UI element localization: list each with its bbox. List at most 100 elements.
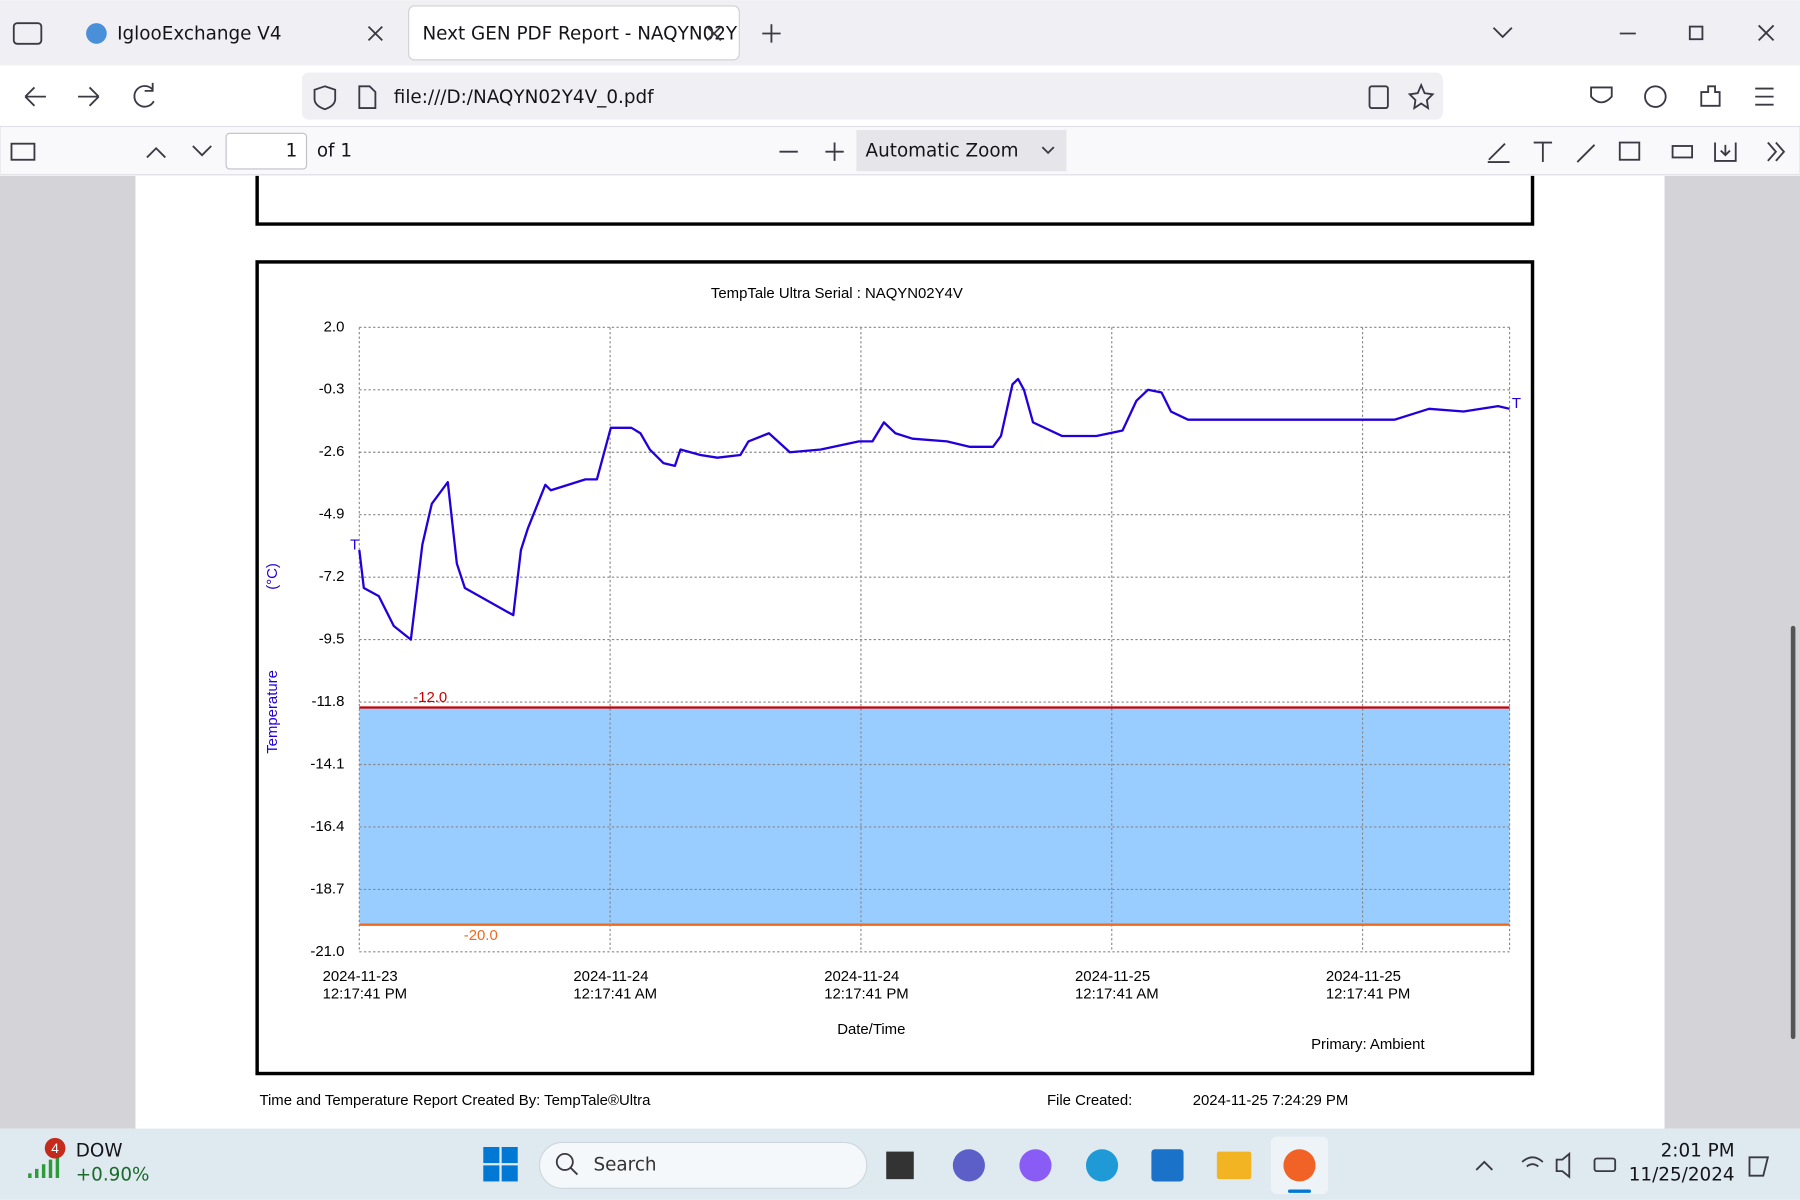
account[interactable] [1644, 85, 1667, 108]
clock-date[interactable]: 11/25/2024 [1629, 1165, 1735, 1186]
chart-title: TempTale Ultra Serial : NAQYN02Y4V [711, 285, 963, 302]
y-tick-label: -16.4 [310, 818, 344, 835]
page-input[interactable] [225, 132, 308, 170]
tab-bar [0, 0, 1800, 66]
start-button[interactable] [483, 1147, 518, 1182]
temperature-line [358, 377, 1510, 641]
chart-note: Primary: Ambient [1311, 1036, 1425, 1053]
tab-close[interactable] [706, 25, 722, 42]
y-tick-label: -4.9 [319, 506, 345, 523]
tray-expand[interactable] [1475, 1160, 1493, 1171]
y-tick-label: -14.1 [310, 755, 344, 772]
clock-time[interactable]: 2:01 PM [1661, 1141, 1735, 1162]
badge [44, 1137, 66, 1159]
y-axis-label: Temperature [264, 670, 281, 754]
shield[interactable] [313, 85, 337, 111]
y-axis-unit: (°C) [264, 563, 281, 590]
restore[interactable] [1688, 25, 1704, 41]
sidebar-toggle[interactable] [10, 142, 36, 161]
tab-list-icon[interactable] [12, 22, 43, 45]
tab-favicon [86, 23, 107, 44]
x-tick-label: 2024-11-25 [1075, 968, 1150, 985]
file-icon [358, 85, 377, 110]
scrollbar[interactable] [1790, 625, 1796, 1040]
tab-title[interactable]: IglooExchange V4 [117, 24, 281, 45]
x-tick-label: 2024-11-25 [1326, 968, 1401, 985]
tab-overflow[interactable] [1492, 27, 1513, 39]
zoom-select[interactable] [856, 129, 1067, 172]
y-tick-label: -9.5 [319, 631, 345, 648]
x-tick-label: 12:17:41 PM [824, 985, 909, 1002]
extensions[interactable] [1700, 85, 1721, 107]
search-box[interactable] [538, 1141, 868, 1189]
battery[interactable] [1593, 1157, 1617, 1173]
app-icon[interactable] [952, 1149, 985, 1182]
zoom-caret[interactable] [1041, 146, 1055, 155]
image-tool[interactable] [1618, 141, 1641, 161]
wifi[interactable] [1521, 1156, 1544, 1168]
search-icon [555, 1152, 574, 1171]
more-tools[interactable] [1767, 141, 1786, 162]
forward[interactable] [78, 86, 100, 107]
limit-label: -20.0 [464, 927, 498, 944]
app-icon[interactable] [1085, 1149, 1119, 1182]
new-tab[interactable] [762, 24, 781, 43]
firefox-icon [1283, 1149, 1316, 1182]
x-tick-label: 2024-11-24 [573, 968, 648, 985]
page-number[interactable]: 1 [286, 141, 298, 162]
chart-frame [255, 260, 1535, 1076]
x-tick-label: 2024-11-23 [323, 968, 398, 985]
start-pane [483, 1147, 500, 1164]
search-placeholder[interactable]: Search [593, 1154, 656, 1175]
x-tick-label: 12:17:41 AM [573, 985, 657, 1002]
y-tick-label: -18.7 [310, 880, 344, 897]
app-icon[interactable] [1151, 1149, 1184, 1182]
x-tick-label: 12:17:41 PM [323, 985, 408, 1002]
tab-close[interactable] [367, 25, 383, 42]
menu[interactable] [1755, 87, 1774, 106]
limit-band [359, 707, 1510, 925]
reader-view[interactable] [1368, 85, 1389, 110]
app-icon[interactable] [886, 1151, 914, 1180]
volume[interactable] [1555, 1151, 1571, 1179]
text-tool[interactable] [1533, 141, 1553, 163]
prev-page[interactable] [146, 146, 166, 159]
bookmark[interactable] [1407, 82, 1435, 111]
x-tick-label: 12:17:41 AM [1075, 985, 1159, 1002]
start-pane [501, 1165, 518, 1182]
ticker-change[interactable]: +0.90% [76, 1165, 150, 1186]
url[interactable]: file:///D:/NAQYN02Y4V_0.pdf [394, 87, 654, 108]
notifications[interactable] [1748, 1156, 1770, 1177]
app-icon[interactable] [1019, 1149, 1052, 1182]
y-tick-label: 2.0 [324, 318, 345, 335]
tab-title[interactable]: Next GEN PDF Report - NAQYN02Y [422, 24, 737, 45]
highlight[interactable] [1487, 143, 1510, 163]
zoom-in[interactable] [825, 142, 844, 161]
start-pane [501, 1147, 518, 1164]
prev-box [255, 175, 1535, 226]
draw-tool[interactable] [1576, 144, 1596, 163]
limit-label: -12.0 [413, 689, 447, 706]
reload[interactable] [133, 82, 155, 108]
x-tick-label: 2024-11-24 [824, 968, 899, 985]
first-point-label: T [350, 536, 359, 553]
back[interactable] [24, 86, 46, 107]
x-axis-label: Date/Time [837, 1021, 905, 1038]
url-bar[interactable] [301, 72, 1443, 120]
file-created-label: File Created: [1047, 1092, 1132, 1109]
y-tick-label: -0.3 [319, 381, 345, 398]
close-window[interactable] [1758, 24, 1775, 42]
last-point-label: T [1512, 395, 1521, 412]
pocket[interactable] [1590, 86, 1613, 104]
stock-icon[interactable] [28, 1155, 60, 1178]
ticker[interactable]: DOW [76, 1141, 123, 1162]
zoom-value[interactable]: Automatic Zoom [866, 141, 1019, 162]
active-tab[interactable] [408, 5, 740, 61]
next-page[interactable] [192, 145, 212, 157]
print[interactable] [1671, 145, 1694, 159]
save[interactable] [1714, 142, 1737, 162]
app-icon[interactable] [1216, 1151, 1252, 1180]
y-tick-label: -2.6 [319, 443, 345, 460]
search-icon-handle [569, 1167, 579, 1176]
